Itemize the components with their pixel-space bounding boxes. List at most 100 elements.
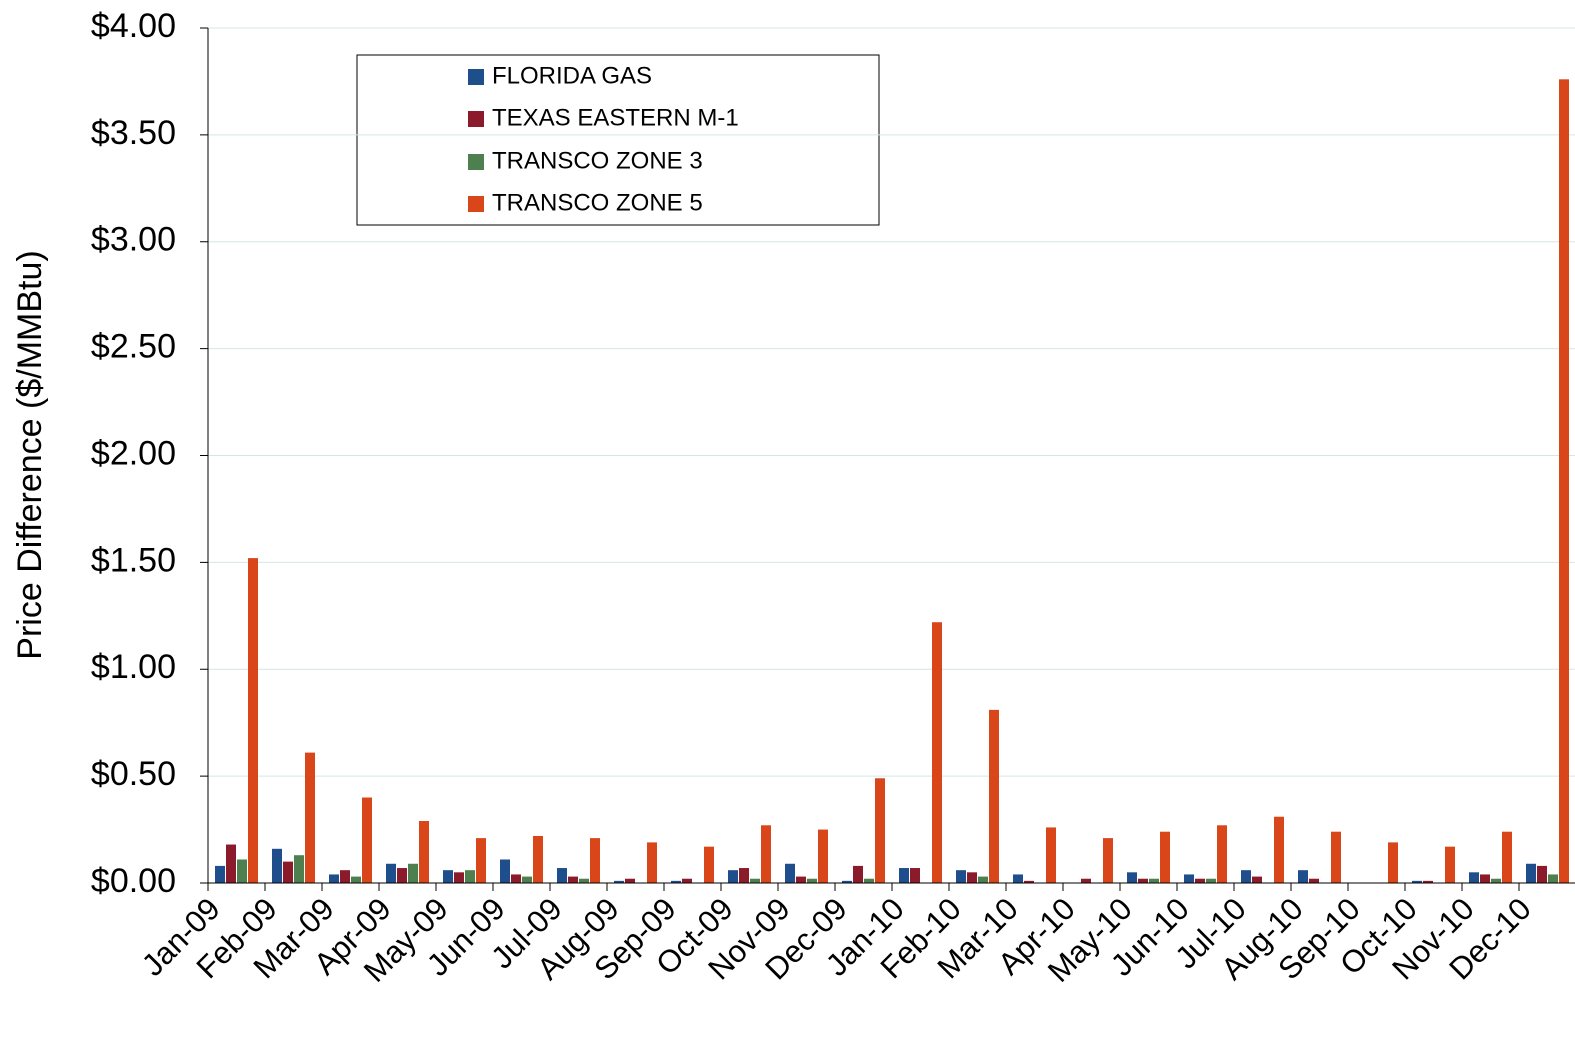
bar <box>1252 876 1262 883</box>
bar <box>408 863 418 883</box>
bar <box>1241 870 1251 883</box>
bar <box>1103 838 1113 883</box>
bar <box>294 855 304 883</box>
legend <box>356 54 880 226</box>
bar <box>1491 878 1501 883</box>
bar <box>351 876 361 883</box>
y-tick-label: $1.00 <box>91 648 176 686</box>
bar <box>967 872 977 883</box>
bar <box>533 835 543 883</box>
bar <box>1548 874 1558 883</box>
bar <box>454 872 464 883</box>
y-tick-label: $3.00 <box>91 221 176 259</box>
bar <box>272 848 282 883</box>
bar <box>1480 874 1490 883</box>
legend-label: TEXAS EASTERN M-1 <box>492 104 739 131</box>
bar <box>807 878 817 883</box>
bar <box>1184 874 1194 883</box>
bar <box>956 870 966 883</box>
bar <box>500 859 510 883</box>
bar <box>237 859 247 883</box>
bar <box>419 821 429 883</box>
y-tick-label: $2.50 <box>91 328 176 366</box>
bar <box>864 878 874 883</box>
bar <box>590 838 600 883</box>
bar <box>761 825 771 883</box>
bar <box>397 868 407 883</box>
bar <box>1331 831 1341 883</box>
bar <box>910 868 920 883</box>
bar <box>1469 872 1479 883</box>
bar <box>1502 831 1512 883</box>
bar <box>682 878 692 883</box>
bar <box>1024 880 1034 883</box>
y-tick-label: $2.00 <box>91 434 176 472</box>
bar <box>875 778 885 883</box>
bar <box>568 876 578 883</box>
bar <box>671 880 681 883</box>
bar <box>1046 827 1056 883</box>
bar <box>750 878 760 883</box>
bar <box>1013 874 1023 883</box>
bar <box>579 878 589 883</box>
bar <box>511 874 521 883</box>
y-tick-label: $0.50 <box>91 755 176 793</box>
legend-label: TRANSCO ZONE 3 <box>492 147 703 174</box>
bar <box>842 880 852 883</box>
bar <box>1217 825 1227 883</box>
bar <box>386 863 396 883</box>
bar <box>989 709 999 883</box>
bar <box>647 842 657 883</box>
bar <box>226 844 236 883</box>
bar <box>625 878 635 883</box>
bar <box>476 838 486 883</box>
bar <box>1149 878 1159 883</box>
bar <box>1127 872 1137 883</box>
y-tick-label: $3.50 <box>91 114 176 152</box>
legend-swatch <box>468 111 484 127</box>
bar <box>704 846 714 883</box>
bar <box>978 876 988 883</box>
bar <box>796 876 806 883</box>
bar <box>557 868 567 883</box>
bar <box>728 870 738 883</box>
bar <box>1559 79 1569 884</box>
bar <box>1160 831 1170 883</box>
bar <box>785 863 795 883</box>
y-axis-title: Price Difference ($/MMBtu) <box>11 250 49 659</box>
bar <box>1195 878 1205 883</box>
bar <box>1412 880 1422 883</box>
bar <box>1526 863 1536 883</box>
bar <box>1423 880 1433 883</box>
bar <box>818 829 828 883</box>
bar <box>1206 878 1216 883</box>
y-tick-label: $0.00 <box>91 862 176 900</box>
bar <box>853 865 863 883</box>
bar <box>340 870 350 883</box>
bar <box>283 861 293 883</box>
bar <box>1445 846 1455 883</box>
bar <box>305 752 315 883</box>
legend-label: TRANSCO ZONE 5 <box>492 189 703 216</box>
y-tick-label: $1.50 <box>91 541 176 579</box>
bar <box>443 870 453 883</box>
bar <box>899 868 909 883</box>
bar <box>1309 878 1319 883</box>
bar <box>1537 865 1547 883</box>
legend-swatch <box>468 69 484 85</box>
bar <box>1388 842 1398 883</box>
bar <box>215 865 225 883</box>
bar <box>362 797 372 883</box>
legend-swatch <box>468 154 484 170</box>
bar <box>522 876 532 883</box>
y-tick-label: $4.00 <box>91 7 176 45</box>
bar <box>739 868 749 883</box>
bar <box>329 874 339 883</box>
legend-swatch <box>468 196 484 212</box>
bar <box>1081 878 1091 883</box>
bar <box>614 880 624 883</box>
bar <box>248 558 258 883</box>
bar <box>1298 870 1308 883</box>
bar <box>1274 816 1284 883</box>
